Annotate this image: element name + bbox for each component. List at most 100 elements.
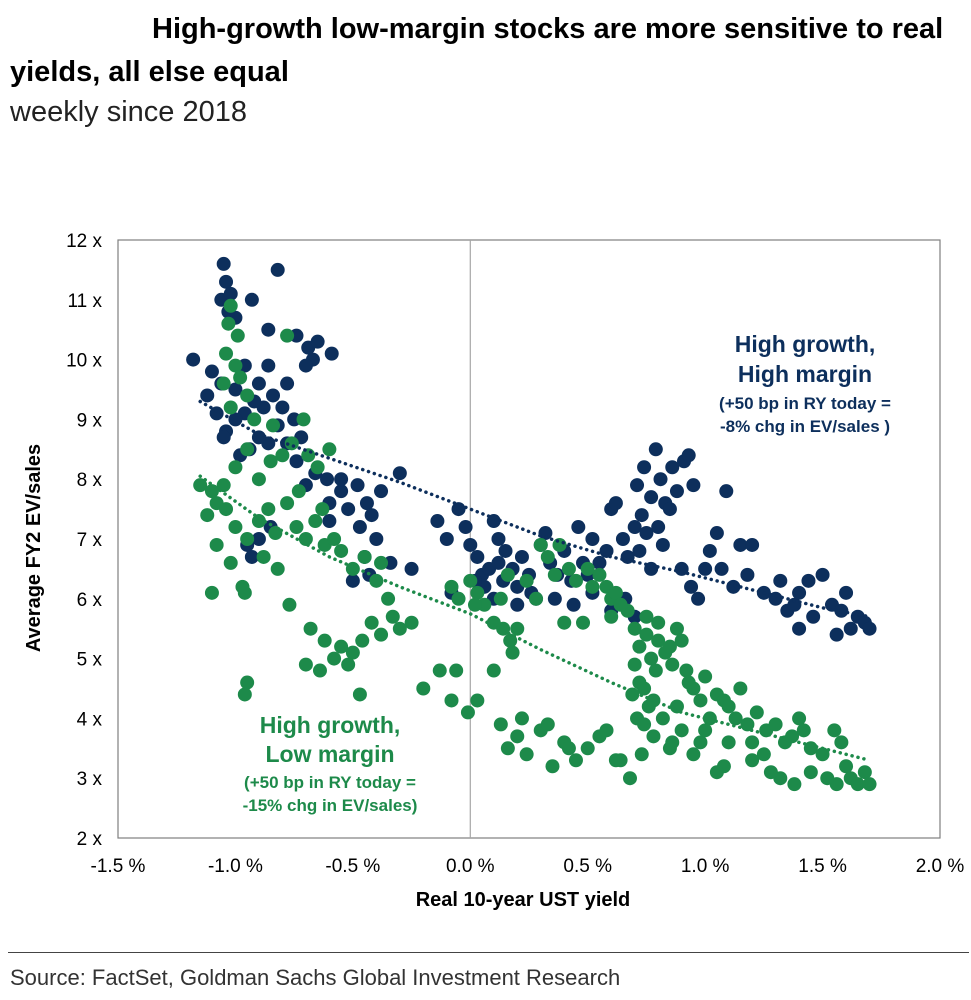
- low-margin-point: [228, 460, 243, 475]
- low-margin-point: [317, 633, 332, 648]
- high-margin-point: [674, 561, 689, 576]
- low-margin-point: [266, 418, 281, 433]
- high-margin-point: [498, 543, 513, 558]
- low-margin-point: [552, 537, 567, 552]
- high-margin-point: [364, 508, 379, 523]
- low-margin-point: [385, 609, 400, 624]
- high-margin-point: [345, 573, 360, 588]
- high-margin-point: [514, 549, 529, 564]
- low-margin-note-line-2: -15% chg in EV/sales): [243, 796, 418, 815]
- high-margin-point: [733, 537, 748, 552]
- high-margin-point: [792, 585, 807, 600]
- high-margin-point: [350, 478, 365, 493]
- high-margin-point: [681, 448, 696, 463]
- low-margin-point: [240, 442, 255, 457]
- high-margin-point: [404, 561, 419, 576]
- low-margin-point: [334, 639, 349, 654]
- low-margin-point: [463, 573, 478, 588]
- high-margin-point: [768, 591, 783, 606]
- low-margin-point: [289, 520, 304, 535]
- low-margin-point: [632, 639, 647, 654]
- low-margin-point: [233, 370, 248, 385]
- low-margin-point: [585, 579, 600, 594]
- high-margin-point: [261, 358, 276, 373]
- low-margin-point: [580, 741, 595, 756]
- high-margin-point: [634, 508, 649, 523]
- low-margin-point: [857, 765, 872, 780]
- high-margin-point: [615, 532, 630, 546]
- high-margin-point: [352, 520, 367, 535]
- low-margin-point: [416, 681, 431, 696]
- low-margin-point: [493, 717, 508, 732]
- low-margin-point: [745, 753, 760, 768]
- low-margin-point: [219, 346, 234, 361]
- low-margin-point: [648, 663, 663, 678]
- low-margin-point: [787, 777, 802, 792]
- high-margin-point: [719, 484, 734, 499]
- high-margin-point: [320, 472, 335, 487]
- low-margin-point: [444, 693, 459, 708]
- x-tick-label: -1.5 %: [91, 856, 146, 877]
- high-margin-point: [369, 532, 384, 546]
- y-tick-label: 11 x: [67, 291, 102, 312]
- x-tick-label: 1.5 %: [798, 856, 847, 877]
- low-margin-point: [625, 687, 640, 702]
- low-margin-point: [451, 591, 466, 606]
- low-margin-point: [404, 615, 419, 630]
- low-margin-point: [756, 747, 771, 762]
- low-margin-point: [679, 663, 694, 678]
- low-margin-point: [237, 687, 252, 702]
- high-margin-point: [186, 352, 201, 367]
- high-margin-point: [585, 532, 600, 546]
- low-margin-point: [291, 484, 306, 499]
- high-margin-point: [815, 567, 830, 582]
- low-margin-point: [796, 723, 811, 738]
- high-margin-point: [244, 292, 259, 307]
- x-tick-label: 0.0 %: [446, 856, 495, 877]
- low-margin-trendline: [198, 474, 872, 763]
- high-margin-point: [684, 579, 699, 594]
- trend-layer: [198, 399, 872, 763]
- low-margin-point: [674, 723, 689, 738]
- footer-divider: [8, 952, 969, 953]
- low-margin-point: [270, 561, 285, 576]
- low-margin-point: [681, 675, 696, 690]
- low-margin-point: [204, 585, 219, 600]
- high-margin-point: [266, 388, 281, 403]
- low-margin-point: [221, 316, 236, 331]
- low-margin-point: [256, 549, 271, 564]
- low-margin-point: [216, 376, 231, 391]
- high-margin-point: [251, 532, 266, 546]
- low-margin-point: [223, 400, 238, 415]
- high-margin-point: [726, 579, 741, 594]
- high-margin-point: [592, 555, 607, 570]
- low-margin-point: [533, 537, 548, 552]
- low-margin-point: [470, 585, 485, 600]
- high-margin-point: [491, 532, 506, 546]
- low-margin-point: [223, 298, 238, 313]
- high-margin-point: [486, 514, 501, 529]
- high-margin-point: [470, 549, 485, 564]
- low-margin-point: [322, 442, 337, 457]
- low-margin-point: [334, 543, 349, 558]
- low-margin-point: [303, 621, 318, 636]
- high-margin-point: [714, 561, 729, 576]
- low-margin-point: [230, 328, 245, 343]
- low-margin-point: [547, 567, 562, 582]
- y-tick-label: 10 x: [66, 351, 102, 372]
- high-margin-point: [644, 561, 659, 576]
- x-tick-label: 0.5 %: [563, 856, 612, 877]
- low-margin-point: [284, 436, 299, 451]
- low-margin-point: [364, 615, 379, 630]
- high-margin-point: [637, 460, 652, 475]
- y-tick-label: 9 x: [77, 410, 103, 431]
- low-margin-point: [514, 711, 529, 726]
- low-margin-point: [345, 561, 360, 576]
- high-margin-point: [251, 376, 266, 391]
- high-margin-point: [359, 496, 374, 511]
- low-margin-point: [627, 657, 642, 672]
- axes-layer: 2 x 3 x 4 x 5 x 6 x 7 x 8 x 9 x 10 x 11 x 12 x -1.5…: [66, 231, 964, 877]
- low-margin-point: [568, 753, 583, 768]
- low-margin-point: [745, 735, 760, 750]
- low-margin-point: [698, 669, 713, 684]
